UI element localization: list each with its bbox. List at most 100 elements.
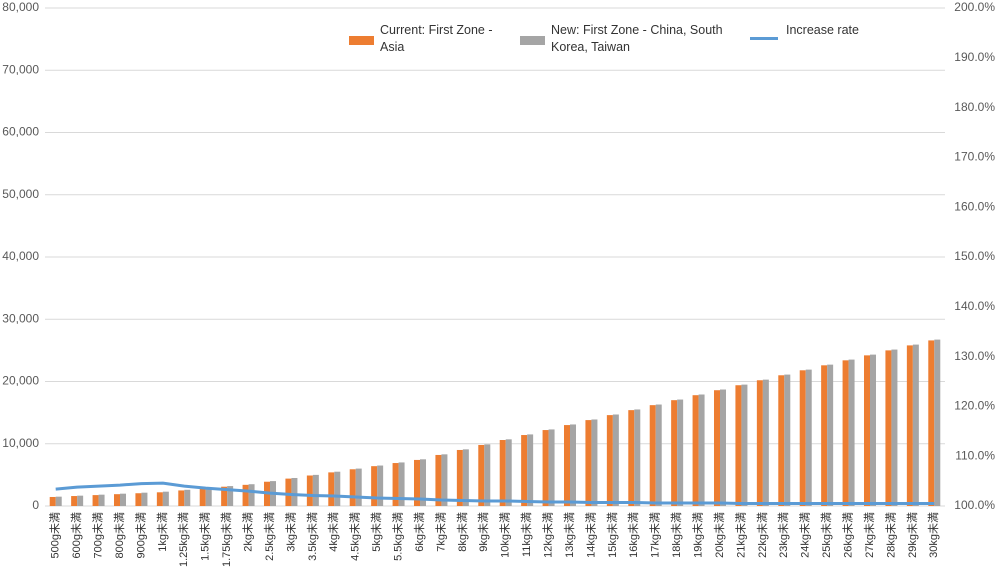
x-tick-label: 29kg未満	[906, 512, 919, 558]
x-tick-label: 2kg未満	[241, 512, 254, 552]
x-tick-label: 900g未満	[134, 512, 147, 558]
bar	[71, 496, 78, 506]
bar	[762, 379, 769, 506]
x-tick-label: 7kg未満	[434, 512, 447, 552]
bar	[441, 454, 448, 506]
bar	[570, 424, 576, 506]
bar	[891, 349, 898, 506]
bar	[420, 459, 426, 506]
y2-tick-label: 130.0%	[954, 349, 995, 363]
x-tick-label: 700g未満	[91, 512, 104, 558]
x-tick-label: 15kg未満	[606, 512, 619, 558]
x-tick-label: 600g未満	[70, 512, 83, 558]
bar	[827, 364, 834, 506]
y-tick-label: 60,000	[2, 125, 39, 139]
x-tick-label: 11kg未満	[520, 512, 533, 557]
bar	[478, 444, 485, 506]
x-tick-label: 21kg未満	[734, 512, 747, 558]
x-tick-label: 4kg未満	[327, 512, 340, 552]
legend-swatch	[750, 37, 778, 40]
bar	[934, 339, 941, 506]
bar	[55, 496, 62, 506]
bar	[585, 420, 592, 506]
x-tick-label: 1.5kg未満	[199, 512, 212, 561]
x-tick-label: 5.5kg未満	[391, 512, 404, 561]
bar	[735, 385, 742, 506]
bar	[698, 394, 705, 506]
y-tick-label: 70,000	[2, 62, 39, 76]
y2-tick-label: 140.0%	[954, 299, 995, 313]
legend-swatch	[349, 36, 374, 45]
bar	[928, 340, 935, 506]
y2-tick-label: 160.0%	[954, 199, 995, 213]
x-tick-label: 10kg未満	[499, 512, 512, 558]
bar	[414, 459, 420, 506]
bar	[328, 472, 335, 506]
x-tick-label: 14kg未満	[584, 512, 597, 558]
bar	[542, 430, 549, 506]
bar	[628, 410, 635, 506]
y2-tick-label: 180.0%	[954, 100, 995, 114]
x-tick-label: 2.5kg未満	[263, 512, 276, 561]
bar	[671, 400, 678, 506]
bar	[778, 375, 785, 506]
y2-tick-label: 120.0%	[954, 399, 995, 413]
bar	[205, 487, 212, 506]
x-tick-label: 24kg未満	[799, 512, 812, 558]
legend-swatch	[520, 36, 545, 45]
x-tick-label: 500g未満	[49, 512, 62, 558]
bar	[135, 493, 142, 506]
bar	[784, 374, 791, 506]
bar	[655, 404, 662, 506]
bar	[248, 484, 255, 506]
bar	[120, 493, 126, 506]
x-tick-label: 22kg未満	[756, 512, 769, 558]
bar	[49, 496, 56, 506]
x-tick-label: 23kg未満	[777, 512, 790, 558]
bar	[377, 465, 384, 506]
bar	[720, 389, 726, 506]
y-tick-label: 30,000	[2, 311, 39, 325]
bar	[591, 419, 598, 506]
x-tick-label: 16kg未満	[627, 512, 640, 558]
bar	[527, 434, 534, 506]
bar	[649, 405, 656, 506]
y-tick-label: 40,000	[2, 249, 39, 263]
x-tick-label: 4.5kg未満	[349, 512, 362, 561]
x-tick-label: 3.5kg未満	[306, 512, 319, 561]
y-tick-label: 20,000	[2, 374, 39, 388]
bar	[499, 440, 506, 506]
bar	[505, 439, 512, 506]
bar	[77, 495, 84, 506]
bar	[371, 466, 378, 506]
y-tick-label: 80,000	[2, 0, 39, 14]
bar	[756, 380, 763, 506]
bar	[349, 469, 356, 506]
x-tick-label: 25kg未満	[820, 512, 833, 558]
x-tick-label: 9kg未満	[477, 512, 490, 552]
x-tick-label: 1.25kg未満	[177, 512, 190, 567]
x-tick-label: 13kg未満	[563, 512, 576, 558]
bar	[221, 486, 228, 506]
x-tick-label: 20kg未満	[713, 512, 726, 558]
y2-tick-label: 190.0%	[954, 50, 995, 64]
y-tick-label: 0	[32, 498, 39, 512]
y-tick-label: 50,000	[2, 187, 39, 201]
line-series	[55, 481, 935, 505]
x-tick-label: 3kg未満	[284, 512, 297, 552]
bar	[456, 449, 463, 506]
bar	[141, 492, 148, 506]
y2-tick-label: 110.0%	[955, 448, 995, 462]
x-tick-label: 5kg未満	[370, 512, 383, 552]
bar	[912, 344, 919, 506]
bar	[799, 370, 806, 506]
bar	[548, 429, 555, 506]
bar	[355, 468, 362, 506]
x-tick-label: 1.75kg未満	[220, 512, 233, 567]
bar	[98, 494, 105, 506]
x-tick-label: 17kg未満	[649, 512, 662, 558]
x-tick-label: 28kg未満	[884, 512, 897, 558]
bar	[906, 345, 913, 506]
bar	[484, 444, 491, 506]
